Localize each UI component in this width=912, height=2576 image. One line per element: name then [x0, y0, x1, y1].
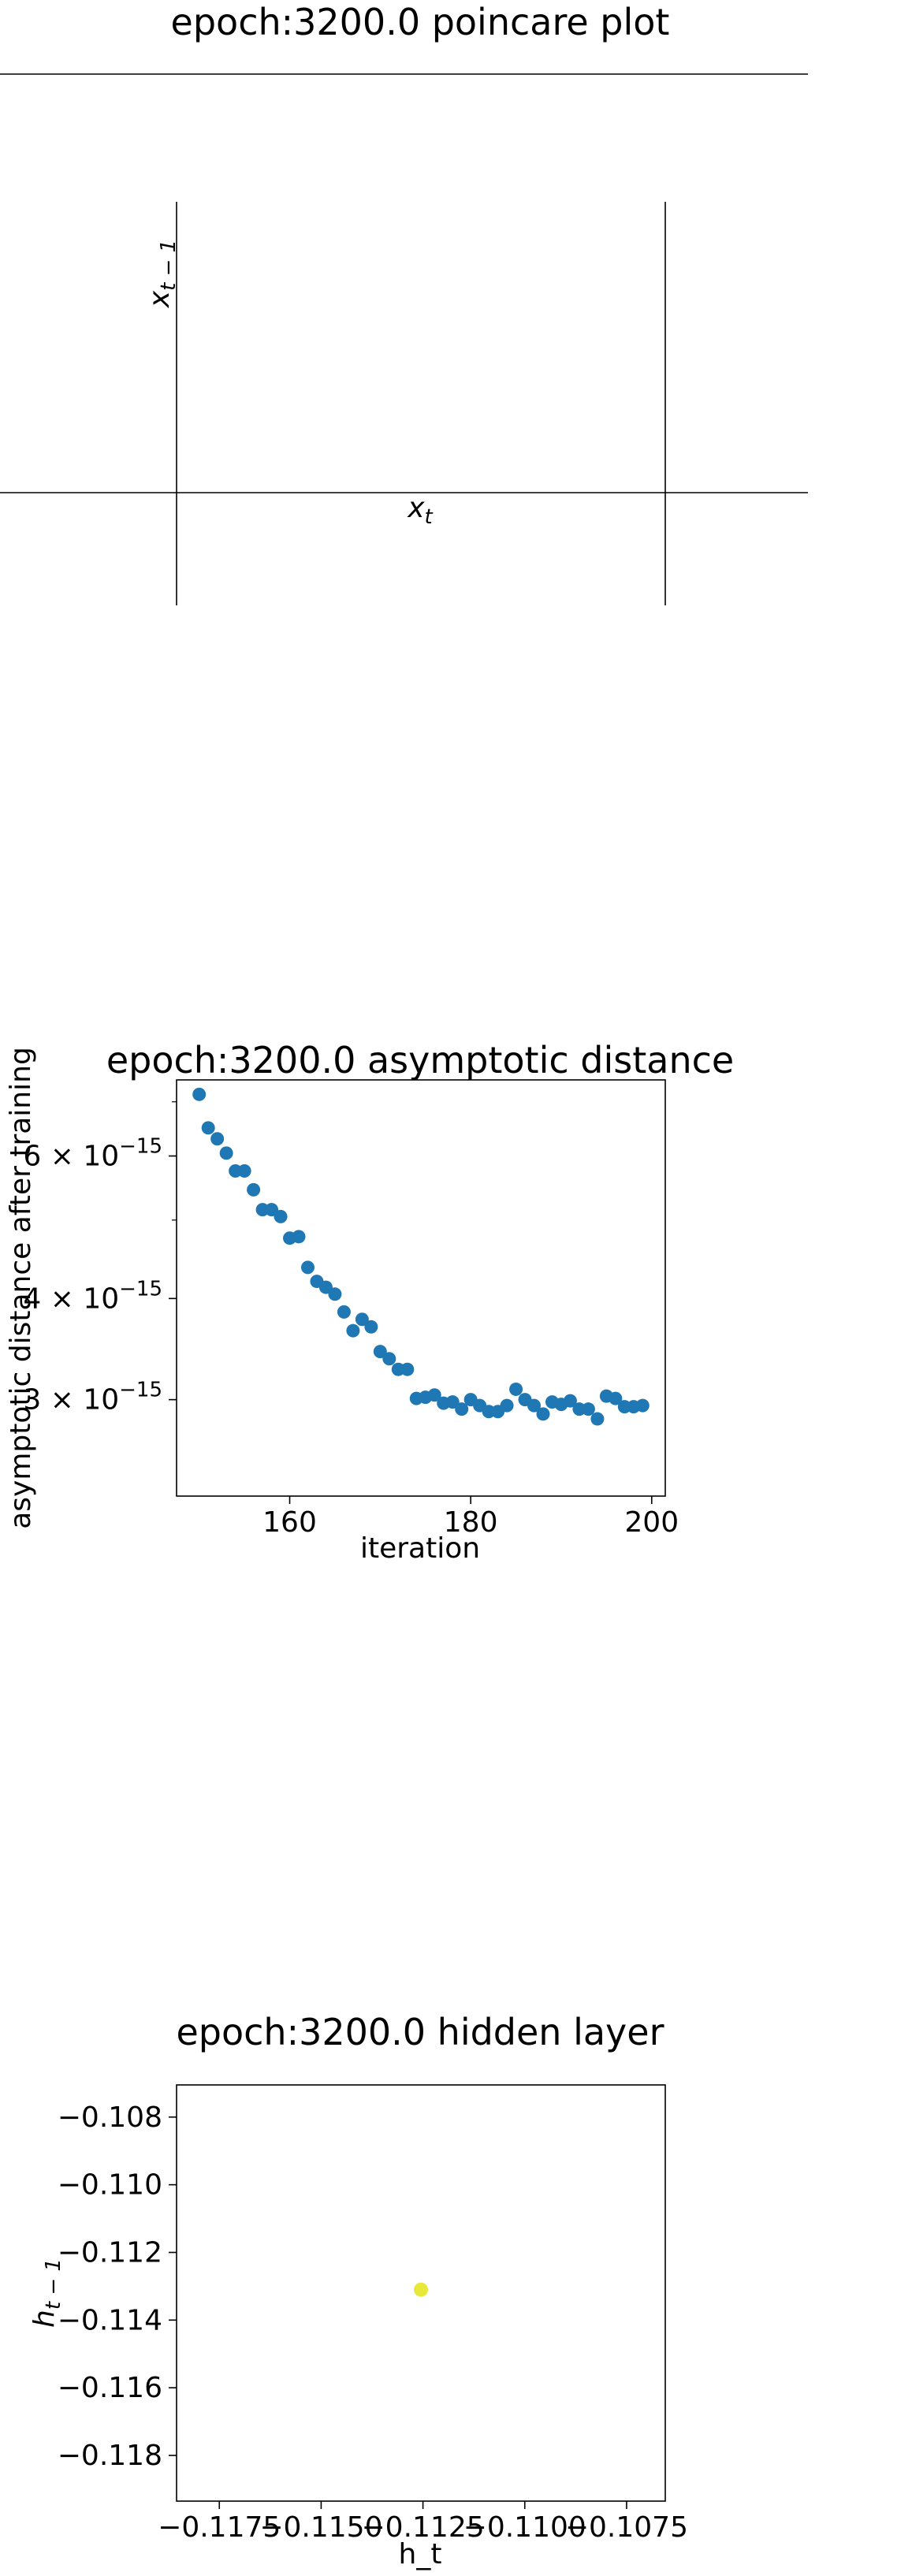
asymptotic-points	[192, 1087, 650, 1426]
data-point	[563, 1394, 577, 1408]
data-point	[337, 1305, 351, 1319]
data-point	[500, 1398, 514, 1413]
asymptotic-title: epoch:3200.0 asymptotic distance	[106, 1039, 734, 1081]
data-point	[219, 1146, 233, 1160]
hidden-x-ticks: −0.1175−0.1150−0.1125−0.1100−0.1075	[158, 2501, 688, 2544]
data-point	[455, 1402, 469, 1416]
data-point	[635, 1398, 650, 1413]
y-tick-label: −0.112	[58, 2236, 162, 2269]
data-point	[536, 1407, 550, 1421]
asymptotic-plot-frame	[176, 1079, 666, 1497]
hidden-plot-frame	[176, 2084, 666, 2502]
poincare-ylabel: xt − 1	[143, 240, 181, 308]
y-tick-label: −0.114	[58, 2304, 162, 2336]
data-point	[373, 1345, 387, 1359]
data-point	[414, 2282, 428, 2297]
hidden-xlabel: h_t	[399, 2538, 442, 2570]
hidden-layer-chart: epoch:3200.0 hidden layer −0.1175−0.1150…	[28, 2011, 688, 2570]
data-point	[192, 1087, 207, 1101]
hidden-points	[414, 2282, 428, 2297]
data-point	[237, 1164, 251, 1178]
hidden-title: epoch:3200.0 hidden layer	[177, 2011, 664, 2053]
data-point	[427, 1388, 441, 1402]
asymptotic-distance-chart: epoch:3200.0 asymptotic distance 160 180 2…	[5, 1039, 734, 1565]
asymptotic-ylabel: asymptotic distance after training	[5, 1047, 37, 1529]
data-point	[581, 1402, 595, 1416]
data-point	[590, 1412, 605, 1426]
data-point	[247, 1182, 261, 1197]
data-point	[201, 1121, 215, 1135]
data-point	[300, 1260, 315, 1275]
asymptotic-y-ticks: 3 × 10−15 4 × 10−15 6 × 10−15	[23, 1101, 177, 1416]
y-tick-label: 3 × 10−15	[23, 1379, 162, 1416]
data-point	[274, 1209, 288, 1223]
x-tick-label: −0.1150	[259, 2511, 382, 2544]
data-point	[609, 1391, 623, 1405]
x-tick-label: 180	[444, 1506, 498, 1539]
x-tick-label: −0.1075	[565, 2511, 688, 2544]
data-point	[382, 1352, 396, 1366]
data-point	[265, 1203, 279, 1217]
data-point	[346, 1323, 360, 1338]
hidden-y-ticks: −0.118 −0.116 −0.114 −0.112 −0.110 −0.108	[58, 2101, 177, 2472]
x-tick-label: 200	[624, 1506, 679, 1539]
poincare-title: epoch:3200.0 poincare plot	[171, 1, 670, 43]
asymptotic-xlabel: iteration	[360, 1532, 480, 1565]
data-point	[318, 1280, 333, 1294]
data-point	[328, 1287, 342, 1301]
poincare-xlabel: xt	[407, 492, 433, 529]
y-tick-label: 6 × 10−15	[23, 1135, 162, 1173]
data-point	[527, 1398, 542, 1413]
x-tick-label: −0.1100	[463, 2511, 586, 2544]
hidden-ylabel: ht − 1	[28, 2258, 65, 2328]
y-tick-label: −0.116	[58, 2372, 162, 2404]
data-point	[355, 1312, 369, 1327]
data-point	[210, 1132, 225, 1146]
y-tick-label: −0.108	[58, 2101, 162, 2134]
y-tick-label: −0.110	[58, 2169, 162, 2202]
data-point	[445, 1395, 460, 1409]
asymptotic-x-ticks: 160 180 200	[262, 1496, 679, 1539]
x-tick-label: −0.1125	[362, 2511, 485, 2544]
x-tick-label: −0.1175	[158, 2511, 281, 2544]
data-point	[400, 1362, 415, 1376]
data-point	[364, 1320, 378, 1334]
y-tick-label: 4 × 10−15	[23, 1277, 162, 1315]
y-tick-label: −0.118	[58, 2440, 162, 2472]
x-tick-label: 160	[262, 1506, 317, 1539]
data-point	[509, 1382, 523, 1396]
data-point	[292, 1230, 306, 1244]
poincare-plot: epoch:3200.0 poincare plot xt xt − 1	[0, 1, 808, 605]
